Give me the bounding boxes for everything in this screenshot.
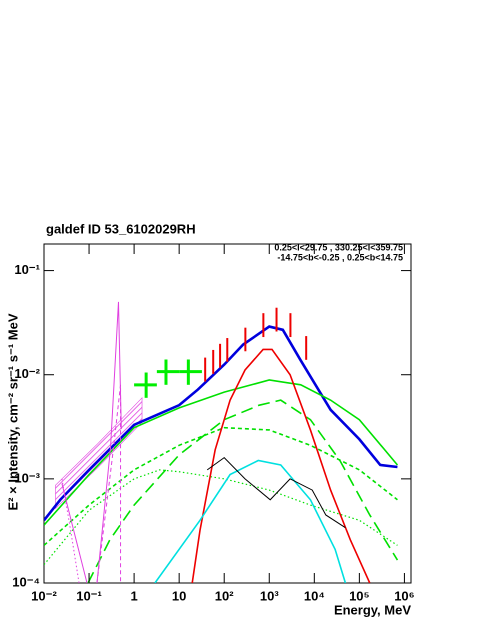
series-line: [44, 426, 398, 546]
y-tick-label: 10⁻²: [14, 366, 40, 381]
series-line: [44, 325, 398, 522]
series-line: [154, 459, 347, 583]
x-axis-label: Energy, MeV: [334, 602, 411, 617]
x-tick-label: 10⁻¹: [76, 588, 102, 603]
series-line: [206, 456, 346, 529]
series-line: [44, 469, 398, 566]
y-tick-label: 10⁻⁴: [12, 574, 40, 589]
y-tick-label: 10⁻³: [14, 470, 40, 485]
annotation: -14.75<b<-0.25 , 0.25<b<14.75: [277, 252, 403, 262]
series-line: [87, 399, 399, 583]
y-tick-label: 10⁻¹: [14, 262, 40, 277]
x-tick-label: 10: [172, 588, 186, 603]
x-tick-label: 10⁻²: [31, 588, 57, 603]
series-line: [61, 478, 80, 583]
x-tick-label: 10³: [260, 588, 279, 603]
x-tick-label: 10⁵: [349, 588, 370, 603]
plot-area: [44, 301, 399, 583]
chart-title: galdef ID 53_6102029RH: [46, 221, 196, 236]
annotation: 0.25<l<29.75 , 330.25<l<359.75: [274, 242, 403, 252]
x-tick-label: 1: [130, 588, 137, 603]
x-tick-label: 10⁴: [304, 588, 325, 603]
series-line: [191, 348, 371, 583]
series-line: [44, 379, 399, 526]
x-tick-label: 10²: [215, 588, 234, 603]
plot-frame: [43, 243, 412, 584]
x-tick-label: 10⁶: [394, 588, 414, 603]
series-line: [96, 384, 122, 583]
y-axis-label: E² × Intensity, cm⁻² sr⁻¹ s⁻¹ MeV: [5, 313, 20, 510]
